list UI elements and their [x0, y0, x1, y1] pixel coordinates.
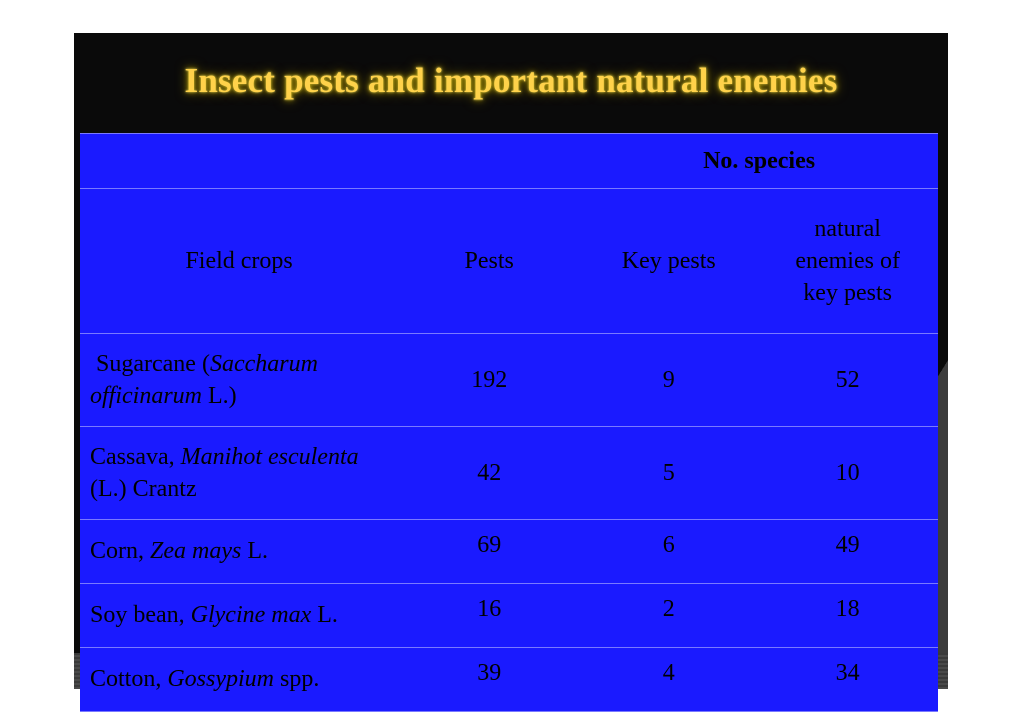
natural-enemies-cell: 34: [757, 647, 938, 712]
crop-cell: Cassava, Manihot esculenta (L.) Crantz: [80, 426, 399, 520]
key-pests-cell: 4: [580, 647, 758, 712]
table-header-row: Field crops Pests Key pests natural enem…: [80, 188, 938, 334]
header-natural-enemies-line-2: enemies of: [795, 248, 900, 274]
natural-enemies-cell: 52: [757, 333, 938, 427]
header-field-crops: Field crops: [80, 188, 399, 334]
crop-cell: Soy bean, Glycine max L.: [80, 583, 399, 648]
natural-enemies-cell: 10: [757, 426, 938, 520]
key-pests-cell: 5: [580, 426, 758, 520]
key-pests-cell: 2: [580, 583, 758, 648]
pests-cell: 39: [398, 647, 581, 712]
key-pests-cell: 6: [580, 519, 758, 584]
table-row: Soy bean, Glycine max L. 16 2 18: [80, 583, 938, 648]
pests-table: No. species Field crops Pests Key pests …: [80, 133, 938, 712]
header-natural-enemies-line-1: natural: [814, 216, 881, 242]
header-natural-enemies: natural enemies of key pests: [757, 188, 938, 334]
header-key-pests: Key pests: [580, 188, 758, 334]
crop-cell: Corn, Zea mays L.: [80, 519, 399, 584]
crop-cell: Sugarcane (Saccharum officinarum L.): [80, 333, 399, 427]
crop-cell: Cotton, Gossypium spp.: [80, 647, 399, 712]
natural-enemies-cell: 18: [757, 583, 938, 648]
header-natural-enemies-line-3: key pests: [803, 280, 892, 306]
natural-enemies-cell: 49: [757, 519, 938, 584]
pests-cell: 69: [398, 519, 581, 584]
pests-cell: 192: [398, 333, 581, 427]
table-row: Sugarcane (Saccharum officinarum L.) 192…: [80, 333, 938, 427]
pests-cell: 16: [398, 583, 581, 648]
group-header-no-species: No. species: [580, 133, 938, 189]
table-group-header-row: No. species: [80, 133, 938, 189]
slide-title: Insect pests and important natural enemi…: [184, 61, 838, 100]
table-row: Cassava, Manihot esculenta (L.) Crantz 4…: [80, 426, 938, 520]
key-pests-cell: 9: [580, 333, 758, 427]
table-row: Cotton, Gossypium spp. 39 4 34: [80, 647, 938, 712]
table-row: Corn, Zea mays L. 69 6 49: [80, 519, 938, 584]
pests-cell: 42: [398, 426, 581, 520]
header-pests: Pests: [398, 188, 581, 334]
